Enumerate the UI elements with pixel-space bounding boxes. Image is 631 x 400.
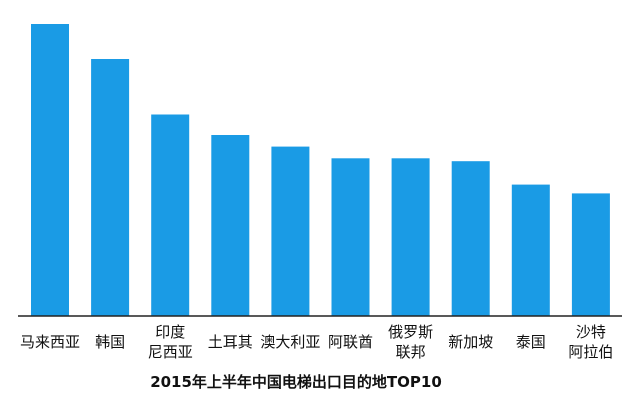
bars-group	[31, 24, 610, 316]
bar-8	[511, 184, 550, 316]
bar-5	[331, 158, 370, 316]
bar-7	[451, 161, 490, 316]
x-tick-label-8: 泰国	[516, 333, 546, 351]
x-tick-label-1: 韩国	[95, 333, 125, 351]
x-tick-label-3: 土耳其	[208, 333, 253, 351]
x-tick-label-0: 马来西亚	[20, 333, 80, 351]
bar-6	[391, 158, 430, 316]
bar-2	[151, 114, 190, 316]
x-tick-label-5: 阿联酋	[328, 333, 373, 351]
bar-3	[211, 135, 250, 316]
bar-4	[271, 146, 310, 316]
x-tick-label-2-line-0: 印度	[155, 323, 185, 341]
chart-title: 2015年上半年中国电梯出口目的地TOP10	[150, 373, 442, 391]
bar-9	[571, 193, 610, 316]
x-tick-label-9-line-1: 阿拉伯	[568, 343, 613, 361]
bar-1	[91, 59, 130, 316]
x-tick-label-6-line-0: 俄罗斯	[388, 323, 433, 341]
x-tick-label-9-line-0: 沙特	[576, 323, 606, 341]
x-tick-label-7: 新加坡	[448, 333, 493, 351]
x-tick-label-2-line-1: 尼西亚	[148, 343, 193, 361]
x-tick-label-4: 澳大利亚	[260, 333, 320, 351]
bar-0	[31, 24, 69, 316]
x-tick-label-6-line-1: 联邦	[396, 343, 426, 361]
